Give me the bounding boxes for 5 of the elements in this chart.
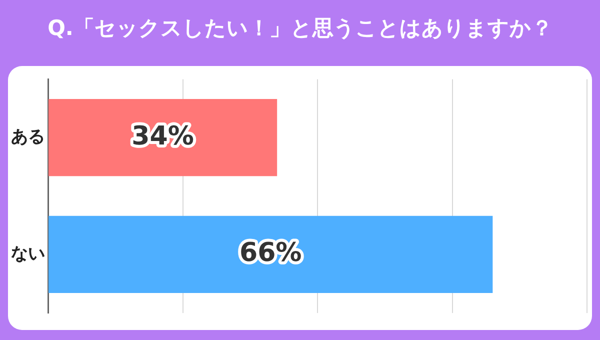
y-tick-label: ある xyxy=(11,127,45,148)
data-label: 34% xyxy=(132,121,194,152)
chart-title: Q.「セックスしたい！」と思うことはありますか？ xyxy=(46,15,554,42)
data-label: 66% xyxy=(239,238,302,268)
y-tick-label: ない xyxy=(11,244,45,264)
